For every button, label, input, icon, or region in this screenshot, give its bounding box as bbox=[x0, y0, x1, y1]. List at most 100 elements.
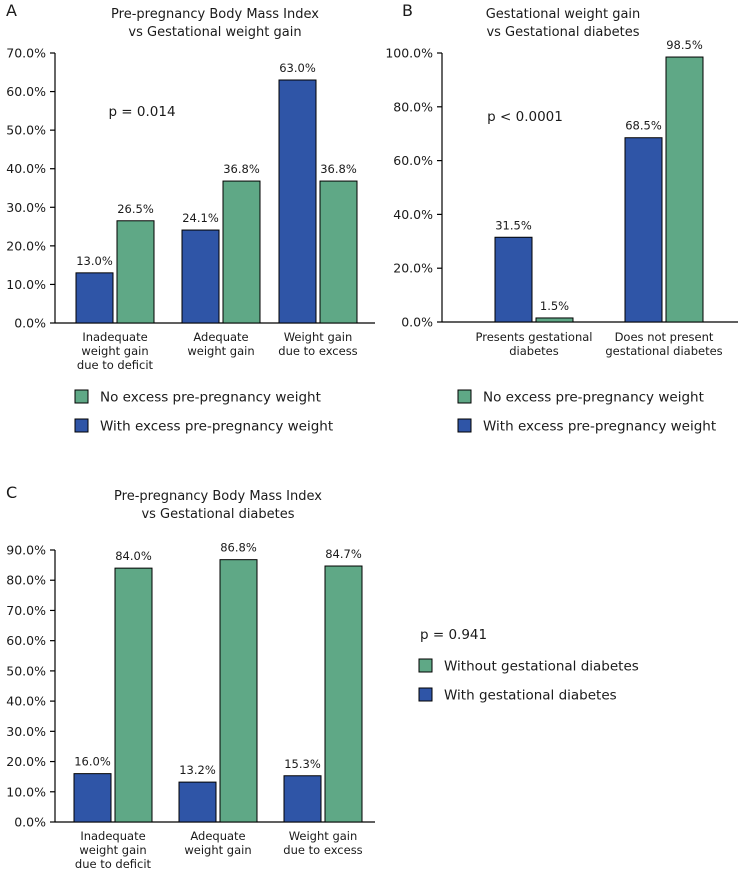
data-label: 84.0% bbox=[115, 549, 152, 563]
data-label: 13.0% bbox=[76, 254, 113, 268]
data-label: 86.8% bbox=[220, 541, 257, 555]
legend-swatch bbox=[457, 389, 472, 404]
y-tick-label: 80.0% bbox=[393, 99, 433, 114]
chart-title: Pre-pregnancy Body Mass Index bbox=[111, 7, 319, 22]
bar bbox=[324, 565, 363, 823]
chart-title: Pre-pregnancy Body Mass Index bbox=[114, 489, 322, 504]
bar bbox=[278, 79, 317, 324]
x-category-label: Inadequate bbox=[80, 829, 145, 843]
legend-swatch bbox=[457, 418, 472, 433]
x-category-label: due to excess bbox=[283, 843, 362, 857]
y-tick-label: 70.0% bbox=[6, 603, 46, 618]
y-tick-label: 10.0% bbox=[6, 784, 46, 799]
legend-swatch bbox=[418, 687, 433, 702]
data-label: 98.5% bbox=[666, 38, 703, 52]
p-value: p = 0.014 bbox=[108, 104, 175, 120]
bar bbox=[283, 775, 322, 823]
x-category-label: Adequate bbox=[193, 330, 248, 344]
data-label: 15.3% bbox=[284, 757, 321, 771]
x-category-label: diabetes bbox=[509, 344, 559, 358]
data-label: 68.5% bbox=[625, 119, 662, 133]
y-tick-label: 100.0% bbox=[385, 46, 433, 61]
x-category-label: Presents gestational bbox=[476, 330, 593, 344]
y-tick-label: 50.0% bbox=[6, 123, 46, 138]
panel-letter: A bbox=[6, 1, 17, 20]
x-category-label: Does not present bbox=[615, 330, 714, 344]
legend-label: With gestational diabetes bbox=[444, 688, 617, 704]
y-tick-label: 90.0% bbox=[6, 543, 46, 558]
x-category-label: weight gain bbox=[187, 344, 254, 358]
p-value: p < 0.0001 bbox=[487, 109, 563, 125]
data-label: 31.5% bbox=[495, 218, 532, 232]
data-label: 13.2% bbox=[179, 763, 216, 777]
chart-title: Gestational weight gain bbox=[486, 7, 641, 22]
x-category-label: Inadequate bbox=[82, 330, 147, 344]
y-tick-label: 30.0% bbox=[6, 200, 46, 215]
bar bbox=[181, 229, 220, 324]
y-tick-label: 70.0% bbox=[6, 46, 46, 61]
legend-swatch bbox=[74, 418, 89, 433]
panel-letter: B bbox=[402, 1, 413, 20]
data-label: 1.5% bbox=[540, 299, 569, 313]
y-tick-label: 20.0% bbox=[393, 261, 433, 276]
x-category-label: due to deficit bbox=[75, 857, 152, 871]
legend-label: No excess pre-pregnancy weight bbox=[483, 390, 704, 406]
bar bbox=[535, 317, 574, 323]
data-label: 36.8% bbox=[320, 162, 357, 176]
bar bbox=[114, 567, 153, 823]
data-label: 26.5% bbox=[117, 202, 154, 216]
bar bbox=[73, 773, 112, 823]
y-tick-label: 50.0% bbox=[6, 663, 46, 678]
panel-c: C Pre-pregnancy Body Mass Index vs Gestati… bbox=[6, 483, 639, 871]
bar bbox=[319, 180, 358, 324]
y-tick-label: 30.0% bbox=[6, 724, 46, 739]
bar bbox=[624, 137, 663, 323]
x-category-label: weight gain bbox=[79, 843, 146, 857]
y-tick-label: 60.0% bbox=[6, 633, 46, 648]
y-tick-label: 10.0% bbox=[6, 277, 46, 292]
panel-a: A Pre-pregnancy Body Mass Index vs Gestati… bbox=[6, 1, 375, 435]
y-tick-label: 20.0% bbox=[6, 754, 46, 769]
y-tick-label: 40.0% bbox=[393, 207, 433, 222]
bar bbox=[222, 180, 261, 324]
y-tick-label: 0.0% bbox=[401, 315, 433, 330]
x-category-label: due to deficit bbox=[77, 358, 154, 372]
data-label: 36.8% bbox=[223, 162, 260, 176]
y-tick-label: 0.0% bbox=[14, 316, 46, 331]
y-tick-label: 80.0% bbox=[6, 573, 46, 588]
y-tick-label: 20.0% bbox=[6, 238, 46, 253]
p-value: p = 0.941 bbox=[420, 627, 487, 643]
chart-title: vs Gestational weight gain bbox=[128, 25, 301, 40]
y-tick-label: 60.0% bbox=[6, 84, 46, 99]
y-tick-label: 40.0% bbox=[6, 161, 46, 176]
panel-b: B Gestational weight gain vs Gestational d… bbox=[385, 1, 738, 435]
data-label: 84.7% bbox=[325, 547, 362, 561]
legend-label: With excess pre-pregnancy weight bbox=[100, 419, 333, 435]
bar bbox=[116, 220, 155, 324]
legend-swatch bbox=[418, 658, 433, 673]
y-tick-label: 60.0% bbox=[393, 153, 433, 168]
x-category-label: weight gain bbox=[81, 344, 148, 358]
x-category-label: due to excess bbox=[278, 344, 357, 358]
bar bbox=[178, 781, 217, 823]
legend-swatch bbox=[74, 389, 89, 404]
x-category-label: gestational diabetes bbox=[605, 344, 722, 358]
y-tick-label: 40.0% bbox=[6, 694, 46, 709]
bar bbox=[665, 56, 704, 323]
data-label: 63.0% bbox=[279, 61, 316, 75]
panel-letter: C bbox=[6, 483, 17, 502]
chart-title: vs Gestational diabetes bbox=[486, 25, 639, 40]
bar bbox=[219, 559, 258, 823]
chart-title: vs Gestational diabetes bbox=[141, 507, 294, 522]
x-category-label: Weight gain bbox=[289, 829, 358, 843]
data-label: 24.1% bbox=[182, 211, 219, 225]
x-category-label: Adequate bbox=[190, 829, 245, 843]
x-category-label: Weight gain bbox=[284, 330, 353, 344]
bar bbox=[75, 272, 114, 324]
data-label: 16.0% bbox=[74, 755, 111, 769]
legend-label: With excess pre-pregnancy weight bbox=[483, 419, 716, 435]
x-category-label: weight gain bbox=[184, 843, 251, 857]
legend-label: Without gestational diabetes bbox=[444, 659, 639, 675]
legend-label: No excess pre-pregnancy weight bbox=[100, 390, 321, 406]
